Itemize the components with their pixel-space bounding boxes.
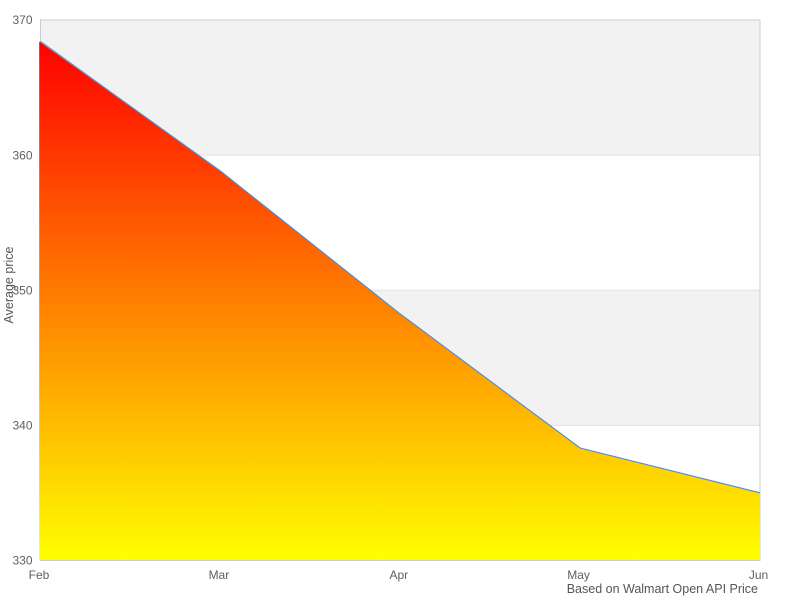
svg-text:Mar: Mar (209, 568, 230, 582)
svg-text:370: 370 (12, 13, 32, 27)
svg-text:330: 330 (12, 554, 32, 568)
svg-text:Based on Walmart Open API Pric: Based on Walmart Open API Price (567, 582, 758, 596)
svg-text:360: 360 (12, 148, 32, 162)
svg-text:350: 350 (12, 284, 32, 298)
svg-text:May: May (567, 568, 590, 582)
svg-text:340: 340 (12, 419, 32, 433)
svg-text:Average price: Average price (2, 247, 16, 324)
svg-text:Jun: Jun (749, 568, 768, 582)
svg-text:Apr: Apr (389, 568, 408, 582)
svg-text:Feb: Feb (29, 568, 50, 582)
